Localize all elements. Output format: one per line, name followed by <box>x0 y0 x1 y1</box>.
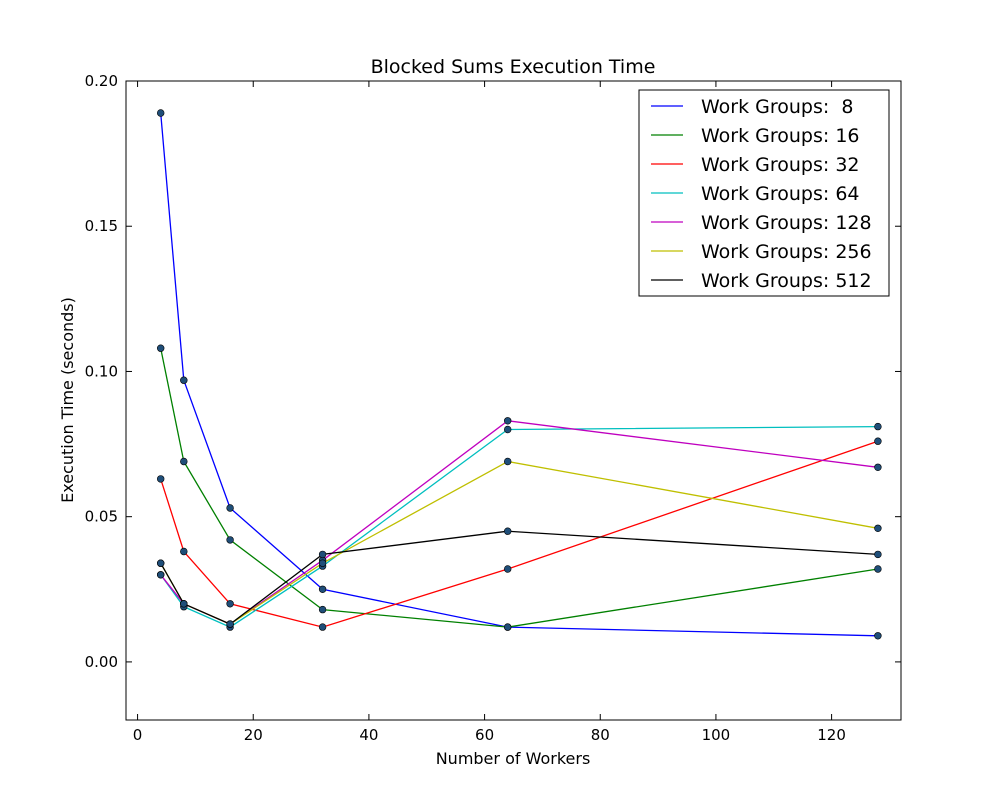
data-point-6-4 <box>504 527 512 535</box>
x-tick-label: 20 <box>244 726 263 744</box>
data-point-2-1 <box>180 547 188 556</box>
y-tick-label: 0.10 <box>85 362 118 380</box>
legend-label-2: Work Groups: 32 <box>701 154 860 176</box>
x-tick-label: 40 <box>359 726 378 744</box>
data-point-0-3 <box>318 585 327 593</box>
x-tick-label: 0 <box>133 726 143 744</box>
x-tick-label: 80 <box>591 726 610 744</box>
data-point-2-2 <box>226 600 234 608</box>
data-point-2-4 <box>504 565 512 573</box>
data-point-0-0 <box>157 109 165 117</box>
series-line-4 <box>160 420 878 625</box>
y-tick-label: 0.05 <box>85 508 118 526</box>
legend-label-0: Work Groups: 8 <box>701 96 853 118</box>
series-line-1 <box>160 348 879 628</box>
data-point-3-4 <box>504 425 512 434</box>
plot-area <box>157 109 882 640</box>
x-tick-label: 120 <box>817 726 846 744</box>
y-tick-label: 0.00 <box>85 653 118 671</box>
y-axis-label: Execution Time (seconds) <box>58 297 77 503</box>
series-line-0 <box>160 112 878 637</box>
data-point-6-1 <box>180 600 188 608</box>
data-point-3-5 <box>874 422 882 431</box>
data-point-1-0 <box>157 344 165 352</box>
data-point-5-3 <box>318 559 327 567</box>
legend-label-1: Work Groups: 16 <box>701 125 860 147</box>
data-point-5-5 <box>874 524 882 532</box>
data-point-2-0 <box>157 475 165 483</box>
data-point-1-1 <box>180 457 188 466</box>
data-point-0-1 <box>180 376 188 384</box>
data-point-6-3 <box>318 550 327 559</box>
legend: Work Groups: 8 Work Groups: 16 Work Groups… <box>638 89 890 297</box>
legend-label-4: Work Groups: 128 <box>701 212 872 234</box>
y-tick-label: 0.20 <box>85 72 118 90</box>
chart-title: Blocked Sums Execution Time <box>371 56 656 78</box>
data-point-1-5 <box>874 565 882 573</box>
data-point-4-4 <box>504 417 512 425</box>
legend-label-6: Work Groups: 512 <box>701 270 872 292</box>
data-point-4-5 <box>874 463 882 471</box>
axes: 0 20 40 60 80 100 120 0.00 0.05 0.10 0.15 0.20 <box>85 72 901 744</box>
series-line-2 <box>160 440 879 628</box>
data-point-1-4 <box>504 623 512 631</box>
data-point-0-5 <box>874 632 882 640</box>
data-point-1-3 <box>318 605 327 614</box>
legend-label-5: Work Groups: 256 <box>701 241 872 263</box>
data-point-2-3 <box>318 623 327 631</box>
series-line-5 <box>160 460 879 625</box>
data-point-5-4 <box>504 457 512 466</box>
data-point-2-5 <box>874 437 882 445</box>
x-axis-label: Number of Workers <box>436 749 591 768</box>
data-point-6-0 <box>157 559 165 567</box>
data-point-6-2 <box>226 620 234 628</box>
data-point-0-2 <box>226 504 234 512</box>
data-point-6-5 <box>874 550 882 559</box>
data-point-4-0 <box>157 571 165 579</box>
series-line-6 <box>160 530 878 625</box>
data-point-1-2 <box>226 536 234 544</box>
x-tick-label: 60 <box>475 726 494 744</box>
y-tick-label: 0.15 <box>85 217 118 235</box>
legend-label-3: Work Groups: 64 <box>701 183 860 205</box>
x-tick-label: 100 <box>702 726 731 744</box>
plot-frame <box>125 80 902 721</box>
